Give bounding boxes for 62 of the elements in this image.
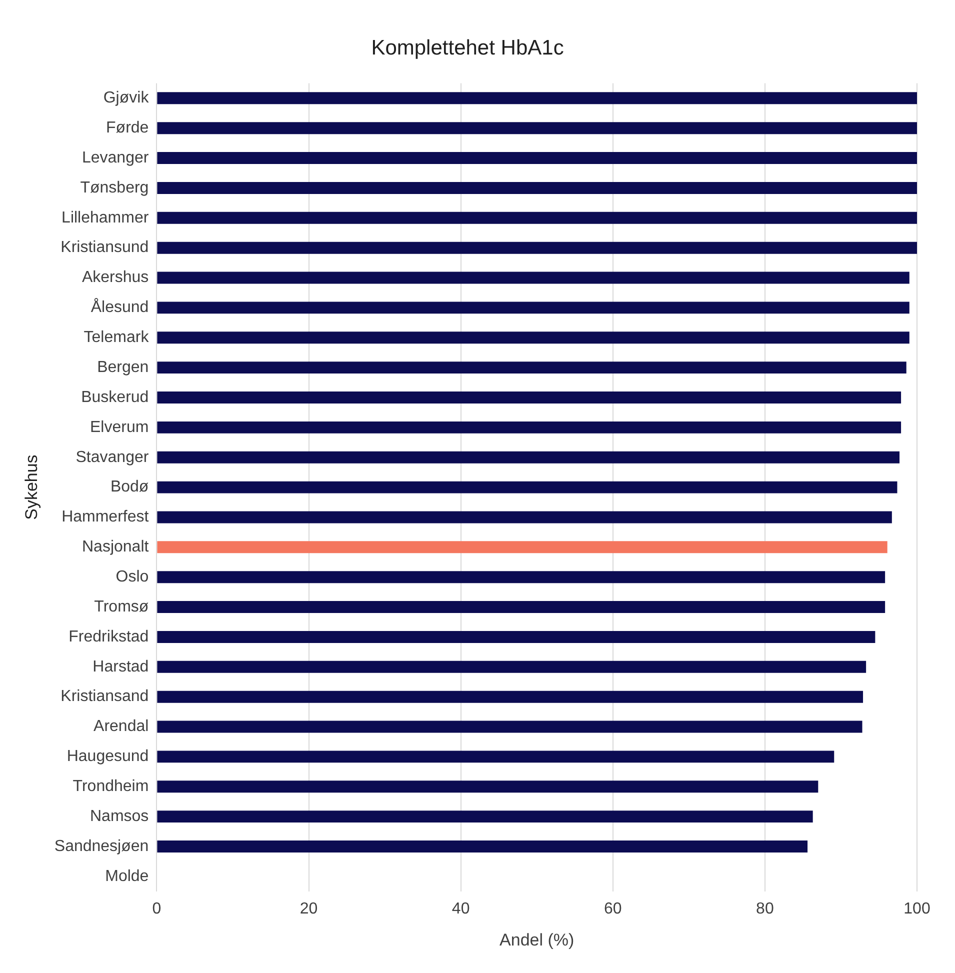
x-tick-label: 0 xyxy=(152,900,162,918)
chart-title: Komplettehet HbA1c xyxy=(371,36,564,60)
y-tick-label: Kristiansand xyxy=(60,688,149,706)
bar xyxy=(157,272,910,284)
bar xyxy=(157,481,898,494)
y-tick-label: Telemark xyxy=(84,329,150,346)
bar xyxy=(157,780,818,793)
bar xyxy=(157,392,902,404)
y-tick-label: Lillehammer xyxy=(62,209,150,226)
bar xyxy=(157,720,862,733)
x-tick-label: 80 xyxy=(756,900,774,918)
bar xyxy=(157,421,902,434)
y-tick-label: Namsos xyxy=(90,808,149,825)
x-tick-label: 20 xyxy=(300,900,318,918)
y-tick-label: Oslo xyxy=(116,568,149,586)
bar xyxy=(157,571,886,584)
bar xyxy=(157,302,910,314)
y-tick-label: Nasjonalt xyxy=(82,538,150,556)
y-tick-label: Harstad xyxy=(92,658,149,676)
bar xyxy=(157,601,886,614)
bar xyxy=(157,122,917,134)
y-tick-label: Hammerfest xyxy=(62,508,150,526)
x-tick-label: 40 xyxy=(452,900,470,918)
bar xyxy=(157,182,917,194)
y-tick-label: Stavanger xyxy=(76,448,150,466)
y-tick-label: Gjøvik xyxy=(103,90,150,107)
bar xyxy=(157,541,888,554)
bar xyxy=(157,362,906,374)
y-tick-label: Akershus xyxy=(82,269,149,286)
y-tick-label: Førde xyxy=(106,120,149,137)
y-tick-label: Buskerud xyxy=(81,388,149,406)
y-tick-label: Bergen xyxy=(97,358,149,376)
bar xyxy=(157,332,910,344)
bar xyxy=(157,511,892,524)
bar xyxy=(157,750,834,763)
y-tick-label: Arendal xyxy=(94,718,149,736)
x-axis-title: Andel (%) xyxy=(500,930,574,950)
y-tick-label: Molde xyxy=(105,868,149,885)
y-tick-label: Tønsberg xyxy=(80,179,149,196)
y-tick-label: Trondheim xyxy=(72,778,149,796)
bar xyxy=(157,92,917,104)
bar xyxy=(157,212,917,224)
bar xyxy=(157,242,917,254)
bar xyxy=(157,152,917,164)
y-tick-label: Levanger xyxy=(82,149,150,166)
bar xyxy=(157,840,808,852)
y-tick-label: Kristiansund xyxy=(60,239,149,256)
y-axis-title: Sykehus xyxy=(22,454,41,520)
bar xyxy=(157,630,876,643)
bar xyxy=(157,810,813,823)
y-tick-label: Sandnesjøen xyxy=(54,838,149,855)
bar xyxy=(157,451,900,464)
y-tick-label: Ålesund xyxy=(90,298,149,316)
bar xyxy=(157,690,864,703)
y-tick-label: Elverum xyxy=(90,418,149,436)
bar xyxy=(157,660,866,673)
y-tick-label: Bodø xyxy=(110,478,149,496)
y-tick-label: Fredrikstad xyxy=(68,628,149,646)
y-tick-label: Tromsø xyxy=(94,598,149,616)
y-tick-label: Haugesund xyxy=(66,748,149,766)
x-tick-label: 60 xyxy=(604,900,622,918)
x-tick-label: 100 xyxy=(904,900,930,918)
